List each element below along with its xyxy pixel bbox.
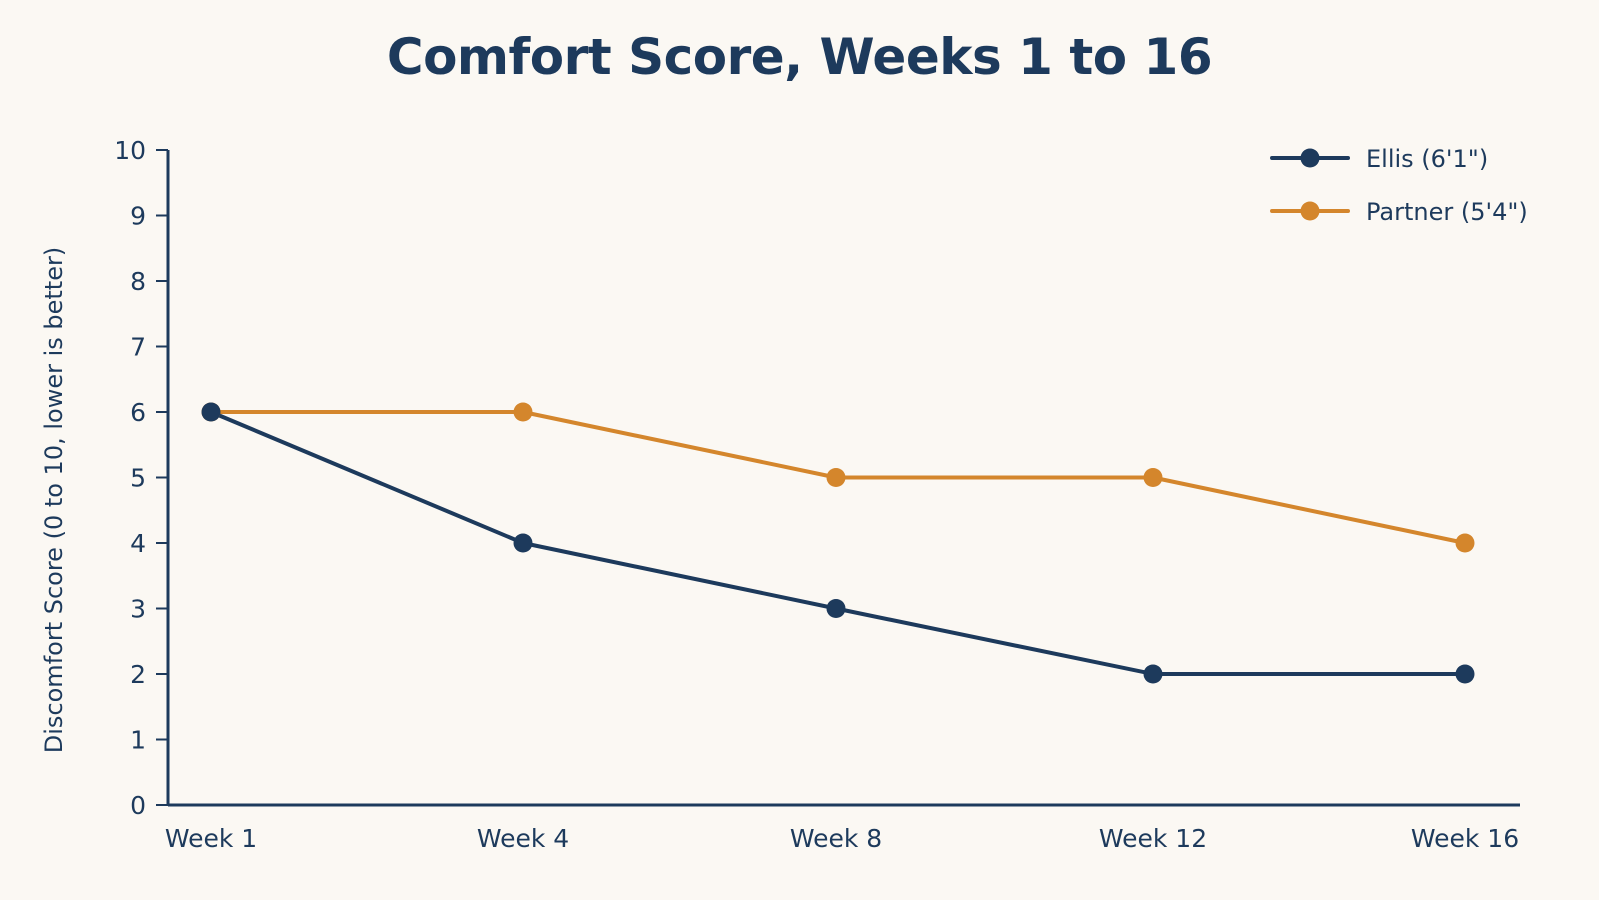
legend-label: Partner (5'4") [1366, 198, 1528, 226]
series-point-1 [513, 402, 533, 422]
y-tick-label: 2 [130, 660, 146, 689]
y-tick-label: 4 [130, 529, 146, 558]
y-tick-label: 0 [130, 791, 146, 820]
series-point-0 [1455, 664, 1475, 684]
y-tick-label: 9 [130, 202, 146, 231]
series-point-0 [826, 599, 846, 618]
legend-swatch-marker [1300, 148, 1320, 168]
y-axis-title: Discomfort Score (0 to 10, lower is bett… [40, 247, 68, 753]
chart-title: Comfort Score, Weeks 1 to 16 [386, 28, 1213, 86]
x-tick-label: Week 12 [1099, 824, 1207, 853]
series-point-1 [1143, 468, 1163, 487]
x-tick-label: Week 16 [1411, 824, 1519, 853]
y-tick-label: 5 [130, 464, 146, 493]
series-point-1 [826, 468, 846, 487]
series-line-0 [209, 410, 1467, 676]
series-point-1 [1455, 533, 1475, 553]
x-tick-label: Week 4 [477, 824, 569, 853]
x-tick-label: Week 8 [790, 824, 882, 853]
series-point-0 [513, 533, 533, 553]
legend-label: Ellis (6'1") [1366, 145, 1488, 173]
legend-swatch-marker [1300, 201, 1320, 221]
y-tick-label: 7 [130, 333, 146, 362]
y-tick-label: 10 [114, 136, 146, 165]
y-tick-label: 8 [130, 267, 146, 296]
y-tick-label: 6 [130, 398, 146, 427]
x-tick-label: Week 1 [165, 824, 257, 853]
series-point-0 [1143, 664, 1163, 684]
series-point-0 [201, 402, 221, 422]
y-tick-label: 3 [130, 595, 146, 624]
y-tick-label: 1 [130, 726, 146, 755]
